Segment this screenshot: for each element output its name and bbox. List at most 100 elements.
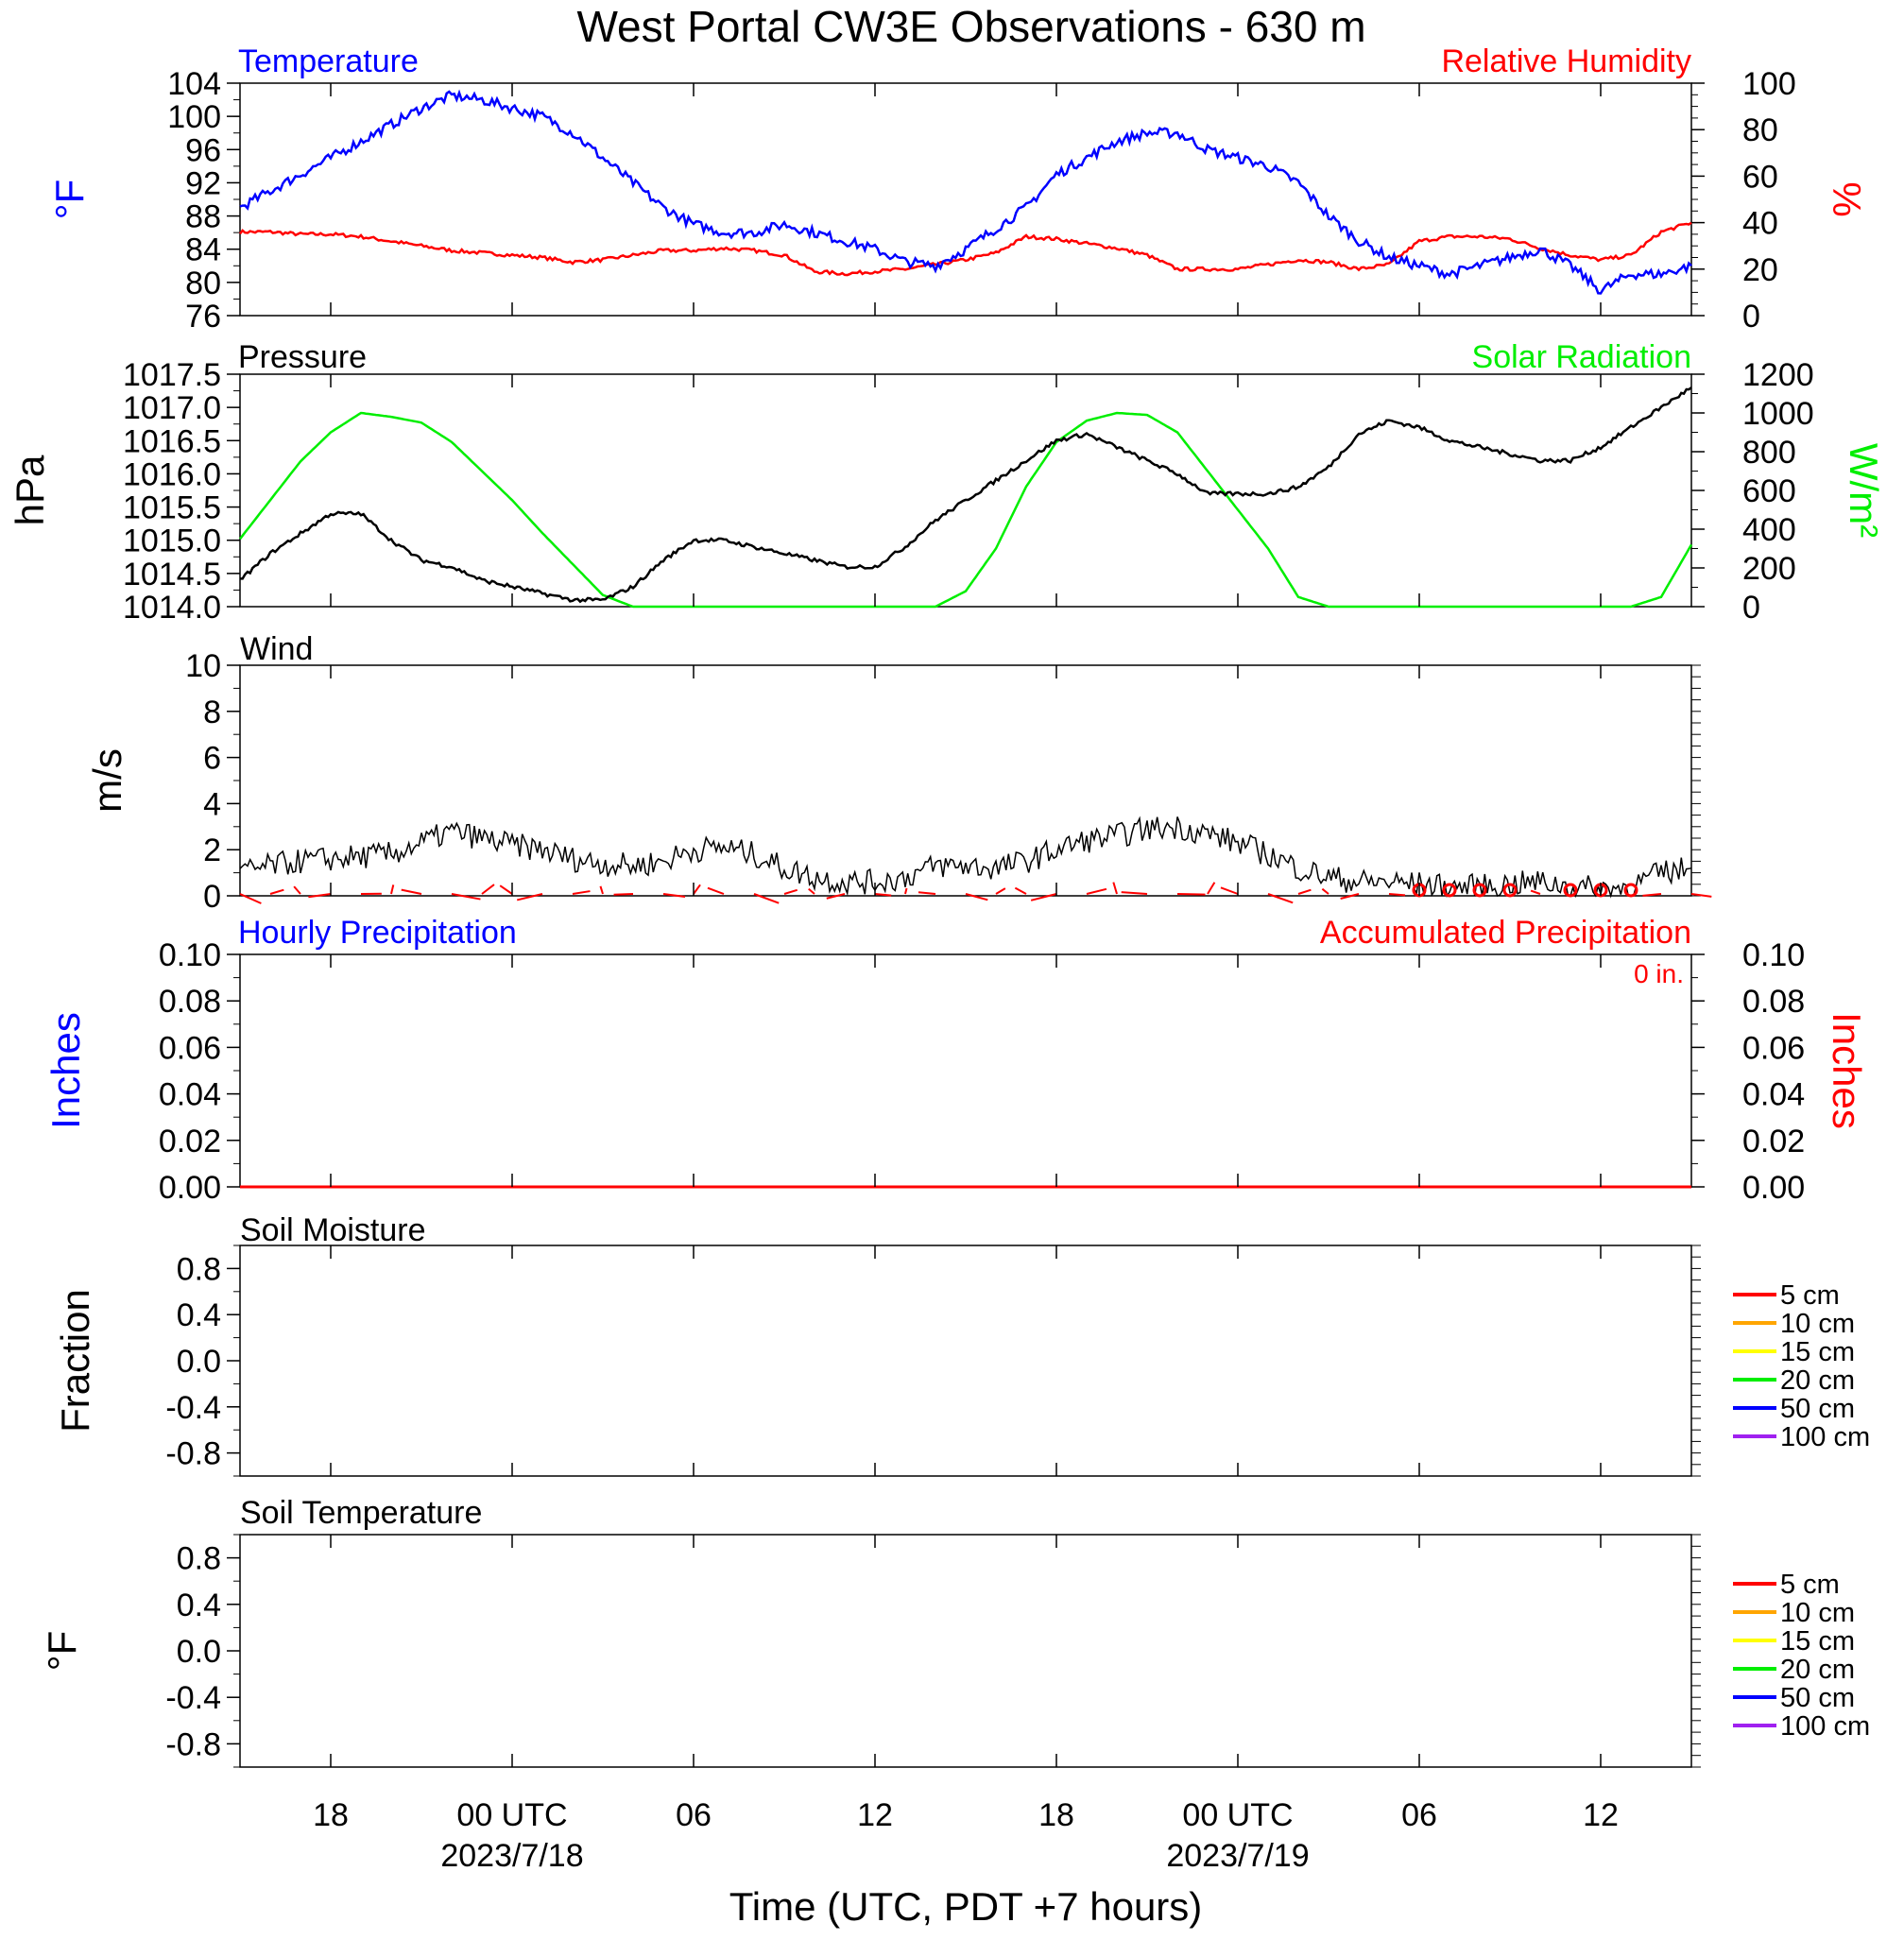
x-tick-label: 06 bbox=[676, 1797, 712, 1833]
y-tick-label: 0.06 bbox=[1742, 1030, 1805, 1066]
x-tick-label: 12 bbox=[1583, 1797, 1619, 1833]
solar-title: Solar Radiation bbox=[1472, 339, 1691, 375]
y-tick-label: 88 bbox=[185, 199, 221, 235]
y-tick-label: 1015.5 bbox=[123, 490, 221, 526]
x-tick-label: 00 UTC bbox=[456, 1797, 567, 1833]
wind-ticks: 0 2 4 6 8 10 bbox=[185, 648, 1701, 915]
y-tick-label: 1016.0 bbox=[123, 456, 221, 492]
wind-barb bbox=[1267, 893, 1294, 904]
wind-barb bbox=[874, 893, 892, 897]
y-tick-label: 0.10 bbox=[1742, 937, 1805, 973]
calm-wind-marker bbox=[1472, 883, 1487, 898]
y-tick-label: 400 bbox=[1742, 512, 1796, 548]
y-tick-label: 0.04 bbox=[159, 1077, 221, 1113]
y-tick-label: 10 bbox=[185, 648, 221, 684]
y-tick-label: 800 bbox=[1742, 435, 1796, 471]
wind-barb bbox=[693, 884, 701, 895]
wind-barb bbox=[401, 888, 422, 895]
wind-speed-line bbox=[239, 815, 1692, 899]
time-axis: 18 00 UTC 2023/7/18 06 12 18 00 UTC 2023/7/19 06… bbox=[313, 83, 1619, 1874]
y-tick-label: 200 bbox=[1742, 551, 1796, 587]
pressure-title: Pressure bbox=[238, 339, 367, 375]
x-date-label: 2023/7/19 bbox=[1166, 1838, 1309, 1874]
accum-precip-ticks: 0.00 0.02 0.04 0.06 0.08 0.10 bbox=[1691, 937, 1805, 1206]
legend-label: 10 cm bbox=[1780, 1598, 1855, 1628]
y-tick-label: 0 bbox=[1742, 590, 1760, 626]
y-tick-label: 60 bbox=[1742, 159, 1778, 195]
wind-barb bbox=[826, 893, 846, 900]
hourly-precip-ticks: 0.00 0.02 0.04 0.06 0.08 0.10 bbox=[159, 937, 240, 1206]
y-tick-label: 80 bbox=[1742, 112, 1778, 148]
accum-precip-unit: Inches bbox=[1825, 1012, 1869, 1129]
wind-barb bbox=[572, 890, 591, 895]
y-tick-label: 1017.5 bbox=[123, 357, 221, 393]
y-tick-label: 1014.0 bbox=[123, 590, 221, 626]
wind-barb bbox=[1297, 888, 1312, 895]
wind-barb bbox=[965, 893, 988, 901]
y-tick-label: -0.8 bbox=[165, 1726, 221, 1762]
soil-temp-panel: Soil Temperature °F -0.8 -0.4 0.0 0.4 0.8 5 … bbox=[40, 1495, 1870, 1768]
x-date-label: 2023/7/18 bbox=[440, 1838, 583, 1874]
legend-label: 5 cm bbox=[1780, 1280, 1840, 1311]
pressure-unit: hPa bbox=[8, 455, 52, 525]
figure-title: West Portal CW3E Observations - 630 m bbox=[576, 2, 1365, 51]
y-tick-label: 100 bbox=[167, 99, 221, 135]
y-tick-label: 0.08 bbox=[159, 984, 221, 1020]
solar-unit: W/m² bbox=[1842, 443, 1886, 538]
wind-barb bbox=[1690, 893, 1712, 898]
x-tick-label: 12 bbox=[857, 1797, 893, 1833]
legend-label: 5 cm bbox=[1780, 1570, 1840, 1600]
pressure-solar-lines bbox=[239, 386, 1693, 609]
y-tick-label: 80 bbox=[185, 266, 221, 301]
wind-barb bbox=[269, 888, 284, 895]
y-tick-label: 76 bbox=[185, 299, 221, 335]
wind-lines bbox=[239, 815, 1712, 904]
soil-moisture-unit: Fraction bbox=[53, 1289, 97, 1433]
pressure-line bbox=[240, 386, 1692, 604]
y-tick-label: 0.02 bbox=[1742, 1124, 1805, 1159]
pressure-ticks: 1014.01014.51015.01015.51016.01016.51017… bbox=[123, 357, 240, 626]
y-tick-label: 1017.0 bbox=[123, 390, 221, 426]
soil-temp-unit: °F bbox=[40, 1631, 84, 1671]
y-tick-label: 1016.5 bbox=[123, 423, 221, 459]
wind-barb bbox=[1207, 882, 1216, 895]
wind-barb bbox=[499, 884, 513, 895]
legend-label: 100 cm bbox=[1780, 1711, 1870, 1742]
y-tick-label: 0.8 bbox=[177, 1541, 221, 1577]
humidity-ticks: 0 20 40 60 80 100 bbox=[1691, 66, 1796, 335]
x-tick-label: 06 bbox=[1401, 1797, 1437, 1833]
wind-barb bbox=[613, 893, 634, 896]
y-tick-label: 0.02 bbox=[159, 1124, 221, 1159]
soil-moisture-ticks: -0.8 -0.4 0.0 0.4 0.8 bbox=[165, 1245, 1701, 1477]
precip-panel: Hourly Precipitation Accumulated Precipi… bbox=[43, 915, 1869, 1206]
wind-barb bbox=[239, 893, 262, 904]
wind-barb bbox=[1220, 886, 1239, 895]
legend-label: 10 cm bbox=[1780, 1309, 1855, 1339]
y-tick-label: 0.04 bbox=[1742, 1077, 1805, 1113]
temp-rh-lines bbox=[239, 89, 1692, 295]
soil-moisture-panel: Soil Moisture Fraction -0.8 -0.4 0.0 0.4 0.8… bbox=[53, 1212, 1870, 1477]
hourly-precip-title: Hourly Precipitation bbox=[238, 915, 517, 951]
wind-barb bbox=[293, 885, 301, 895]
wind-barb bbox=[308, 893, 332, 899]
y-tick-label: 100 bbox=[1742, 66, 1796, 102]
x-axis-label: Time (UTC, PDT +7 hours) bbox=[729, 1884, 1203, 1929]
legend-label: 20 cm bbox=[1780, 1655, 1855, 1685]
wind-barb bbox=[1030, 893, 1057, 901]
y-tick-label: 20 bbox=[1742, 252, 1778, 288]
y-tick-label: 4 bbox=[203, 786, 221, 822]
wind-barb bbox=[707, 886, 725, 895]
wind-barb bbox=[783, 888, 798, 895]
pressure-solar-panel: Pressure Solar Radiation hPa W/m² 1014.0… bbox=[8, 339, 1886, 626]
y-tick-label: 1014.5 bbox=[123, 557, 221, 592]
x-tick-label: 00 UTC bbox=[1182, 1797, 1293, 1833]
y-tick-label: -0.8 bbox=[165, 1436, 221, 1472]
y-tick-label: 0.00 bbox=[1742, 1170, 1805, 1206]
wind-barb bbox=[1642, 893, 1662, 897]
legend-label: 50 cm bbox=[1780, 1683, 1855, 1713]
soil-temp-title: Soil Temperature bbox=[240, 1495, 482, 1531]
wind-barb bbox=[599, 885, 604, 895]
